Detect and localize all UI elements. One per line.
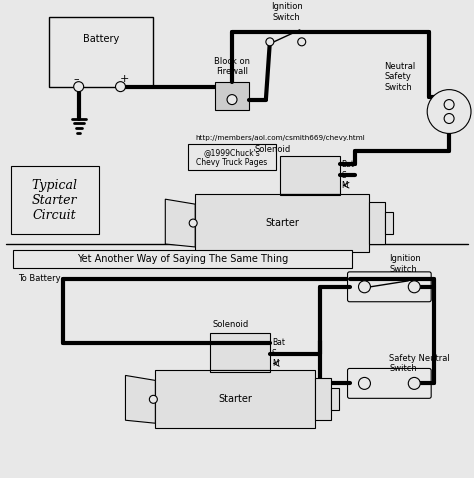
FancyBboxPatch shape <box>347 369 431 398</box>
Text: Typical
Starter
Circuit: Typical Starter Circuit <box>32 179 78 222</box>
Bar <box>210 370 270 372</box>
Text: Block on
Firewall: Block on Firewall <box>214 57 250 76</box>
Text: M: M <box>342 181 348 190</box>
Bar <box>280 156 339 194</box>
Circle shape <box>266 38 274 46</box>
Text: Solenoid: Solenoid <box>212 320 248 329</box>
Text: Bat: Bat <box>342 160 355 169</box>
Circle shape <box>298 38 306 46</box>
Text: +: + <box>120 74 129 84</box>
Text: Battery: Battery <box>83 34 119 44</box>
Text: Neutral
Safety
Switch: Neutral Safety Switch <box>384 62 416 92</box>
Text: S: S <box>272 349 277 358</box>
Bar <box>215 82 249 109</box>
Circle shape <box>149 395 157 403</box>
Circle shape <box>358 378 371 390</box>
Text: Yet Another Way of Saying The Same Thing: Yet Another Way of Saying The Same Thing <box>77 254 288 264</box>
FancyBboxPatch shape <box>347 272 431 302</box>
Text: Solenoid: Solenoid <box>255 145 291 154</box>
Text: Starter: Starter <box>265 218 299 228</box>
Bar <box>195 194 369 252</box>
Text: S: S <box>342 171 346 180</box>
Bar <box>369 202 385 244</box>
Bar <box>280 194 339 195</box>
Circle shape <box>444 114 454 123</box>
Text: M: M <box>272 359 279 368</box>
Bar <box>188 144 276 170</box>
Text: http://members/aol.com/csmith669/chevy.html: http://members/aol.com/csmith669/chevy.h… <box>195 135 365 141</box>
Bar <box>49 17 154 87</box>
Polygon shape <box>126 375 155 423</box>
Circle shape <box>358 281 371 293</box>
Bar <box>13 250 352 268</box>
Bar <box>385 212 393 234</box>
Text: @1999Chuck's
Chevy Truck Pages: @1999Chuck's Chevy Truck Pages <box>196 148 268 167</box>
Bar <box>155 370 315 428</box>
Text: –: – <box>74 74 80 84</box>
Bar <box>210 333 270 372</box>
Text: Bat: Bat <box>272 338 285 347</box>
Text: Ignition
Switch: Ignition Switch <box>389 254 421 273</box>
Circle shape <box>408 281 420 293</box>
Text: Safety Neutral
Switch: Safety Neutral Switch <box>389 354 450 373</box>
Text: Ignition
Switch: Ignition Switch <box>271 2 303 22</box>
Circle shape <box>116 82 126 92</box>
Polygon shape <box>165 199 195 247</box>
Circle shape <box>427 90 471 133</box>
Circle shape <box>444 99 454 109</box>
Bar <box>11 166 99 234</box>
Circle shape <box>189 219 197 227</box>
Text: Starter: Starter <box>218 394 252 404</box>
Bar <box>315 379 330 420</box>
Text: To Battery: To Battery <box>18 274 61 283</box>
Bar <box>6 7 468 239</box>
Bar <box>330 389 338 410</box>
Circle shape <box>408 378 420 390</box>
Circle shape <box>227 95 237 105</box>
Circle shape <box>73 82 83 92</box>
